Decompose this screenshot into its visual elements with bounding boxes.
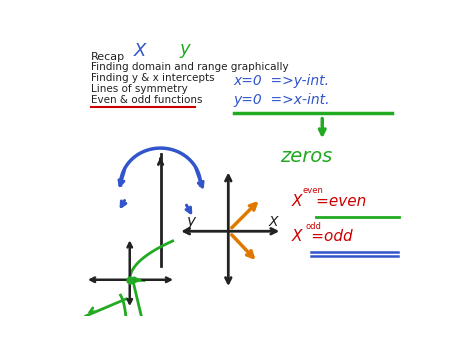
- Text: odd: odd: [305, 222, 321, 231]
- Text: Finding y & x intercepts: Finding y & x intercepts: [91, 73, 215, 83]
- Text: Even & odd functions: Even & odd functions: [91, 95, 203, 105]
- Text: Finding domain and range graphically: Finding domain and range graphically: [91, 62, 289, 72]
- Text: x=0  =>y-int.: x=0 =>y-int.: [234, 74, 330, 88]
- Text: Recap: Recap: [91, 51, 125, 61]
- Text: even: even: [303, 186, 324, 195]
- Text: y: y: [186, 214, 195, 229]
- Text: Lines of symmetry: Lines of symmetry: [91, 84, 188, 94]
- Text: X  =odd: X =odd: [292, 229, 353, 244]
- Text: y=0  =>x-int.: y=0 =>x-int.: [234, 93, 330, 107]
- Text: X: X: [134, 43, 146, 60]
- Text: y: y: [180, 40, 191, 58]
- Text: zeros: zeros: [280, 147, 332, 166]
- Text: X: X: [268, 215, 278, 229]
- Text: X   =even: X =even: [292, 194, 367, 209]
